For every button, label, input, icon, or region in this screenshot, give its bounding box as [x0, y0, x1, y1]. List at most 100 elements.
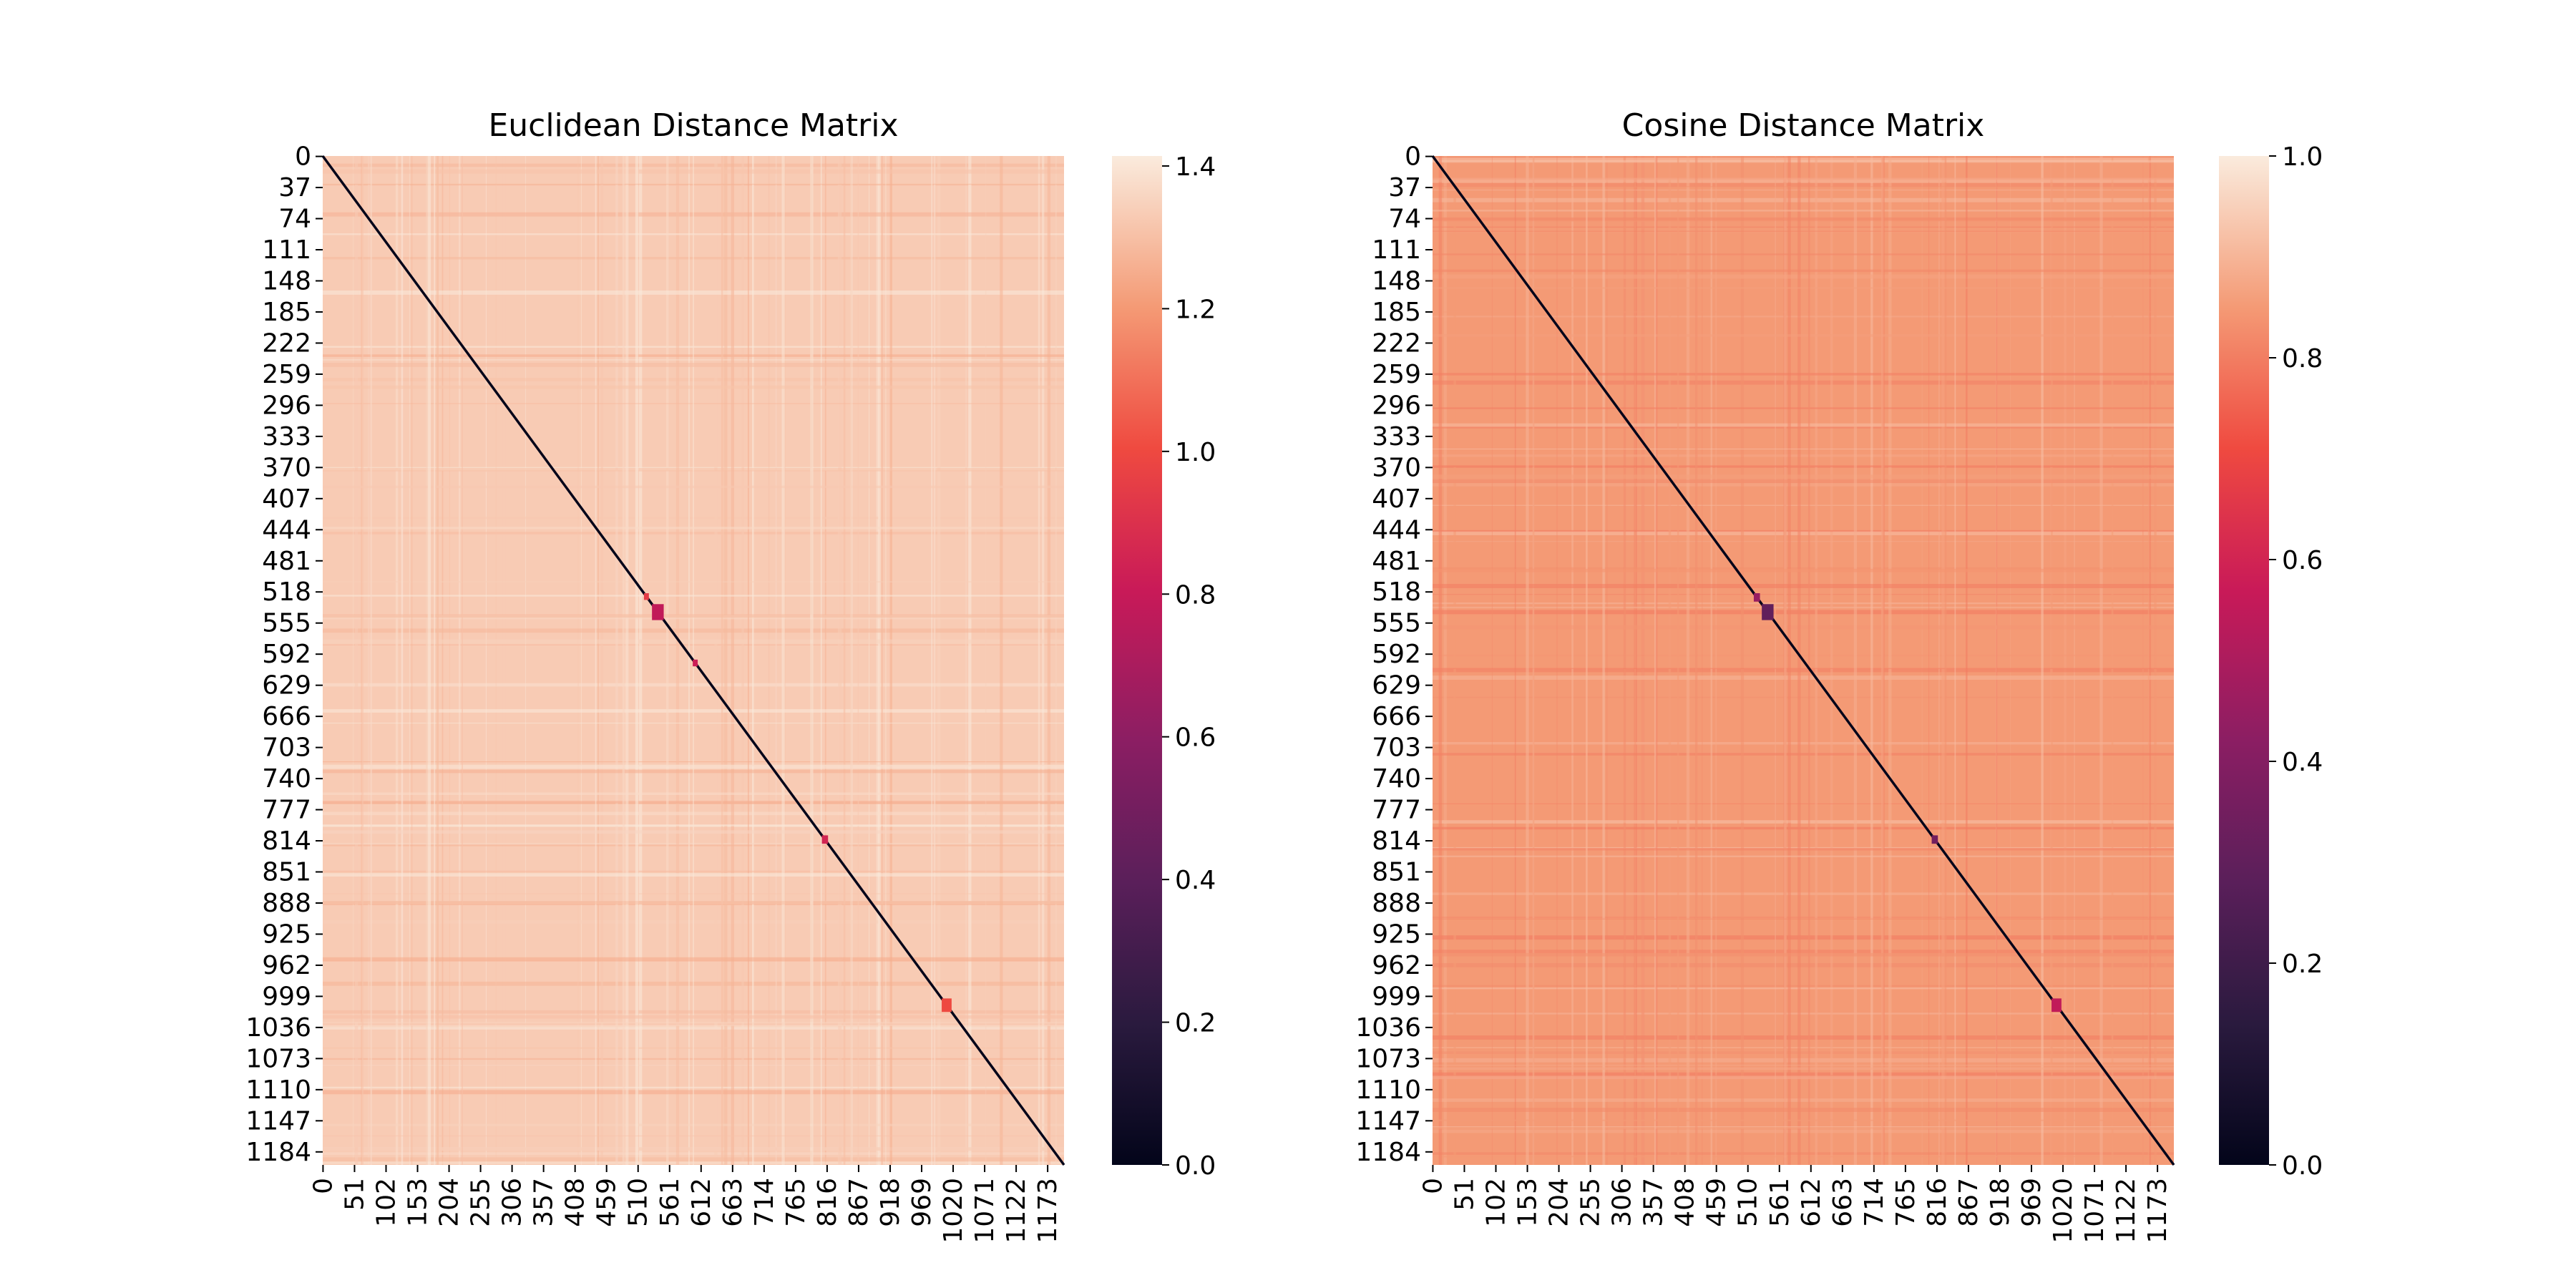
heatmap-stripe [1954, 156, 1956, 1165]
heatmap-stripe [1433, 1098, 2174, 1102]
heatmap-stripe [1433, 1075, 2174, 1080]
heatmap-stripe [577, 156, 579, 1165]
heatmap-stripe [1433, 479, 2174, 484]
y-tick-label: 444 [262, 515, 311, 545]
y-tick-label: 481 [262, 547, 311, 576]
heatmap-stripe [985, 156, 987, 1165]
x-tick-label: 459 [1702, 1178, 1732, 1227]
heatmap-stripe [1041, 156, 1045, 1165]
heatmap-stripe [1797, 156, 1801, 1165]
colorbar-tick-label: 0.6 [2282, 546, 2323, 575]
x-tick-label: 612 [1797, 1178, 1826, 1227]
x-tick-label: 969 [907, 1178, 937, 1227]
y-tick-label: 259 [262, 360, 311, 389]
heatmap-stripe [1433, 230, 2174, 232]
heatmap-stripe [1433, 668, 2174, 669]
heatmap-stripe [502, 156, 506, 1165]
heatmap-stripe [1944, 156, 1947, 1165]
y-tick-label: 37 [278, 173, 311, 203]
heatmap-stripe [1606, 156, 1608, 1165]
heatmap-stripe [1433, 226, 2174, 228]
heatmap-stripe [1433, 848, 2174, 851]
y-tick-label: 1036 [245, 1013, 311, 1043]
y-tick-label: 185 [262, 298, 311, 327]
heatmap-stripe [1433, 1072, 2174, 1077]
heatmap-stripe [937, 156, 941, 1165]
heatmap-stripe [1686, 156, 1690, 1165]
heatmap-stripe [1433, 504, 2174, 506]
heatmap-stripe [323, 527, 1064, 530]
y-tick-label: 962 [1372, 951, 1421, 980]
y-tick-label: 222 [262, 328, 311, 358]
heatmap-stripe [1433, 1152, 2174, 1155]
heatmap-stripe [1433, 1067, 2174, 1070]
y-tick-label: 814 [1372, 826, 1421, 856]
heatmap-stripe [2142, 156, 2144, 1165]
x-tick-label: 969 [2017, 1178, 2046, 1227]
heatmap-stripe [965, 156, 967, 1165]
heatmap-stripe [622, 156, 625, 1165]
y-tick-label: 518 [1372, 577, 1421, 607]
heatmap-block [1753, 593, 1760, 602]
heatmap-stripe [525, 156, 527, 1165]
heatmap-stripe [2154, 156, 2157, 1165]
euclidean-colorbar [1112, 156, 1162, 1165]
heatmap-stripe [2050, 156, 2052, 1165]
heatmap-stripe [933, 156, 936, 1165]
heatmap-stripe [1443, 156, 1447, 1165]
y-tick-label: 1036 [1355, 1013, 1421, 1043]
heatmap-stripe [2099, 156, 2103, 1165]
heatmap-stripe [1433, 483, 2174, 487]
heatmap-stripe [1438, 156, 1442, 1165]
x-tick-label: 408 [561, 1178, 590, 1227]
y-tick-label: 666 [1372, 702, 1421, 731]
heatmap-stripe [1928, 156, 1930, 1165]
x-tick-label: 204 [1545, 1178, 1574, 1227]
heatmap-stripe [1654, 156, 1657, 1165]
x-tick-label: 1122 [1002, 1178, 1031, 1244]
heatmap-stripe [1055, 156, 1057, 1165]
y-tick-label: 1110 [1355, 1075, 1421, 1105]
heatmap-stripe [1921, 156, 1923, 1165]
heatmap-block [2051, 998, 2062, 1013]
cosine-colorbar-ticks: 0.0 0.2 0.4 0.6 0.8 1.0 [2269, 142, 2323, 1181]
heatmap-stripe [1433, 625, 2174, 630]
heatmap-stripe [688, 156, 690, 1165]
heatmap-stripe [1941, 156, 1945, 1165]
cosine-heatmap-stripes [1433, 156, 2174, 1165]
heatmap-stripe [1815, 156, 1818, 1165]
heatmap-stripe [1514, 156, 1516, 1165]
euclidean-y-ticks: 0377411114818522225929633337040744448151… [245, 142, 323, 1167]
x-tick-label: 612 [687, 1178, 716, 1227]
y-tick-label: 888 [1372, 889, 1421, 918]
y-tick-label: 555 [262, 609, 311, 638]
heatmap-stripe [441, 156, 444, 1165]
heatmap-stripe [1433, 1129, 2174, 1133]
heatmap-stripe [1433, 668, 2174, 673]
heatmap-stripe [1787, 156, 1791, 1165]
heatmap-stripe [1853, 156, 1858, 1165]
heatmap-stripe [1433, 217, 2174, 221]
heatmap-stripe [1433, 696, 2174, 698]
x-tick-label: 153 [1513, 1178, 1543, 1227]
heatmap-stripe [824, 156, 826, 1165]
heatmap-stripe [485, 156, 487, 1165]
y-tick-label: 370 [1372, 453, 1421, 482]
heatmap-stripe [1433, 160, 2174, 163]
x-tick-label: 918 [1986, 1178, 2015, 1227]
heatmap-stripe [878, 156, 881, 1165]
x-tick-label: 714 [1860, 1178, 1889, 1227]
cosine-x-ticks: 0 51 102 153 204 255 306 357 408 459 510 561 612 663 7… [1418, 1165, 2172, 1244]
euclidean-heatmap-diagonal [321, 155, 1065, 1166]
heatmap-stripe [1433, 584, 2174, 588]
y-tick-label: 0 [295, 142, 311, 172]
colorbar-tick-label: 1.0 [2282, 142, 2323, 172]
heatmap-stripe [1880, 156, 1884, 1165]
heatmap-stripe [810, 156, 814, 1165]
heatmap-stripe [1433, 316, 2174, 318]
x-tick-label: 102 [1481, 1178, 1511, 1227]
heatmap-stripe [1433, 741, 2174, 745]
x-tick-label: 51 [340, 1178, 369, 1211]
heatmap-block [942, 998, 952, 1013]
